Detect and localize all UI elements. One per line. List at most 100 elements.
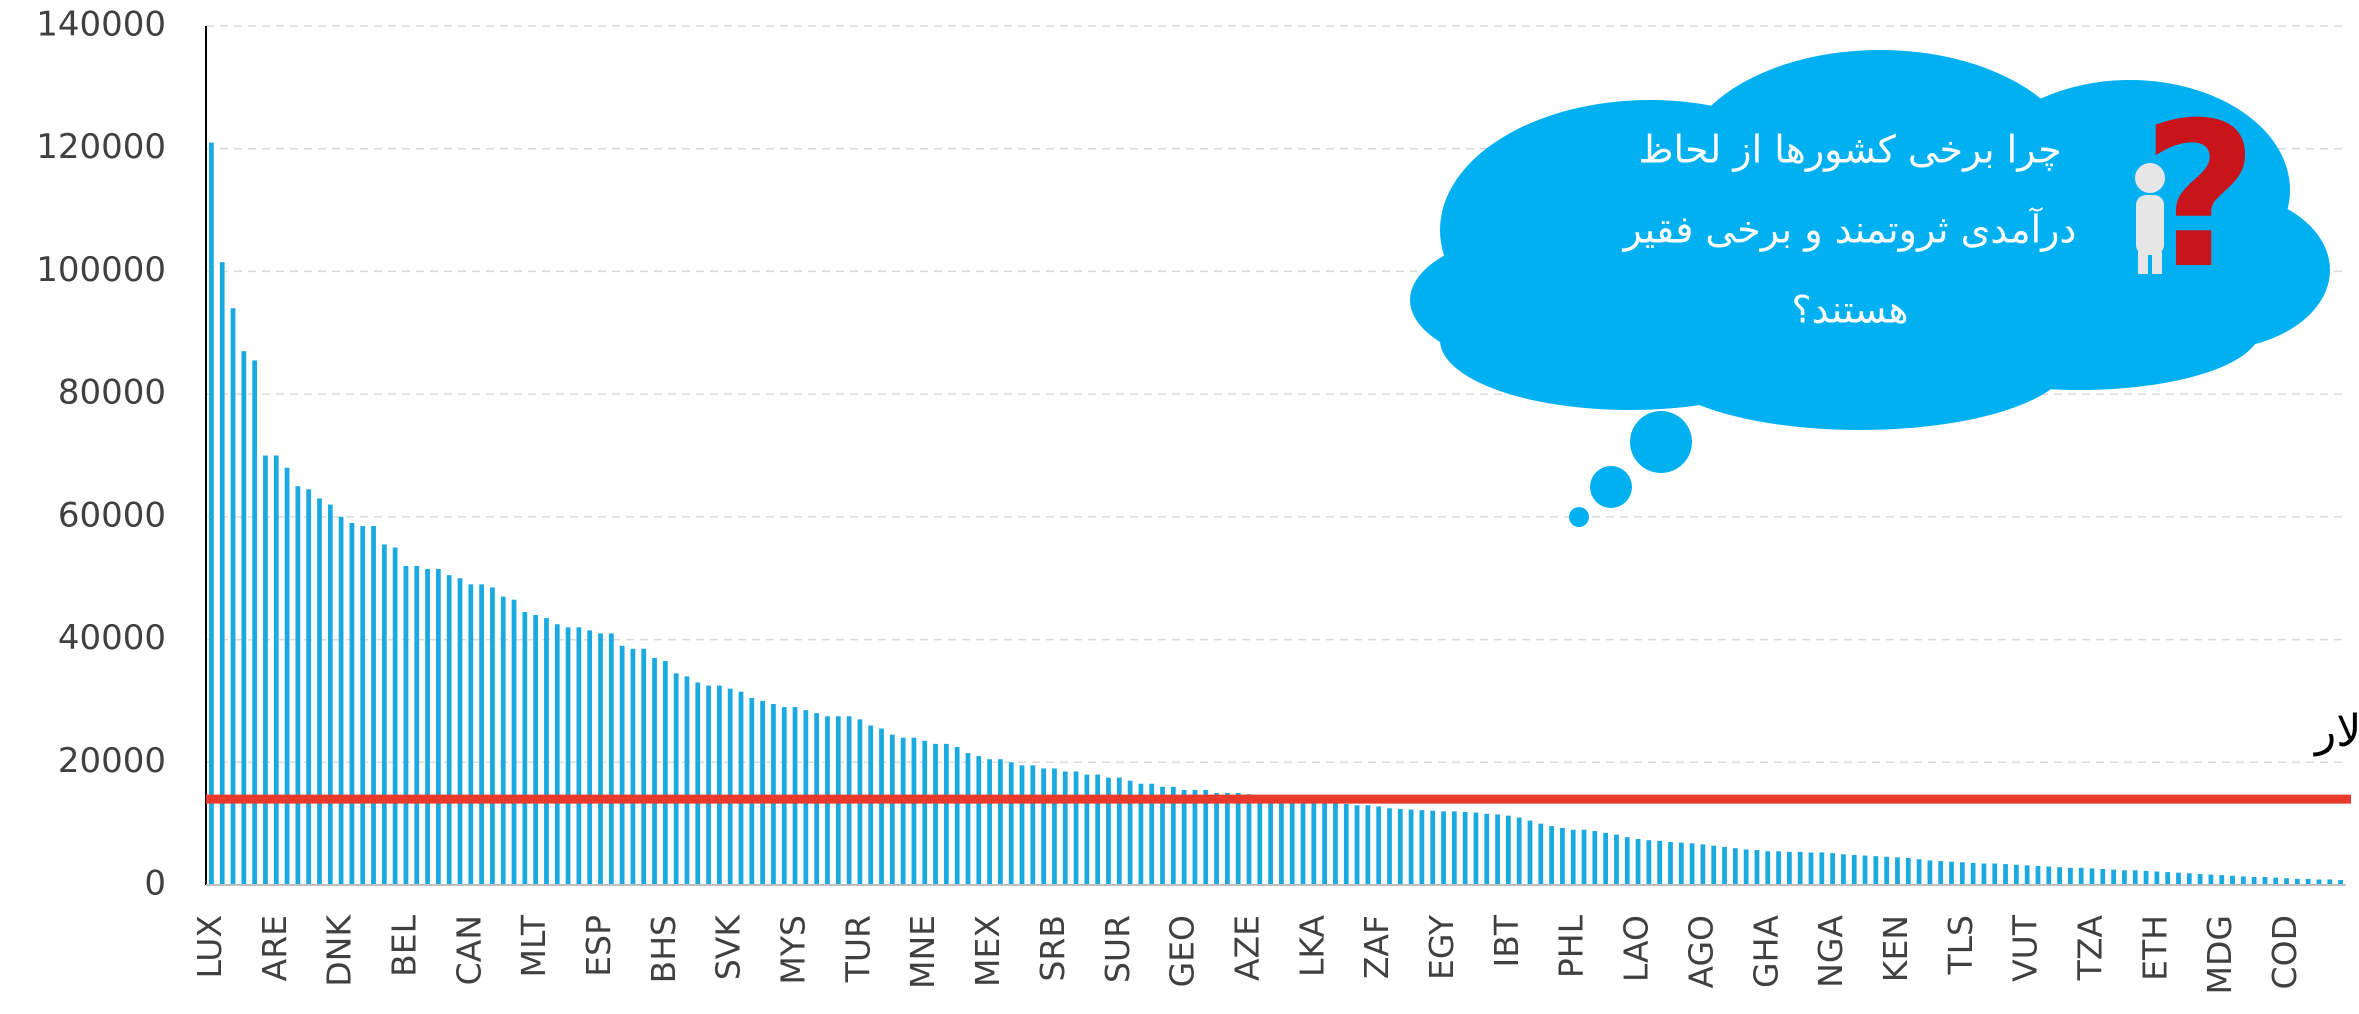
bar: [554, 624, 560, 885]
bar: [392, 547, 398, 885]
bar: [479, 584, 484, 885]
bar: [371, 526, 376, 885]
bar: [1862, 855, 1868, 885]
bar: [533, 615, 539, 885]
bar: [1430, 810, 1436, 885]
bar: [1787, 851, 1792, 885]
bar: [2078, 867, 2084, 885]
bar: [1851, 854, 1857, 885]
bar: [965, 753, 971, 885]
y-tick-label: 40000: [58, 618, 166, 658]
x-tick-label: VUT: [2006, 914, 2045, 982]
bar: [435, 569, 441, 885]
bar: [1678, 842, 1684, 885]
bar: [1106, 777, 1111, 885]
bar: [1354, 805, 1360, 885]
bar: [1581, 829, 1587, 885]
bar: [2262, 877, 2268, 885]
y-tick-label: 120000: [36, 127, 166, 167]
x-tick-label: MNE: [903, 915, 942, 989]
bar: [2327, 879, 2333, 885]
x-tick-label: MEX: [968, 915, 1007, 987]
bar: [2122, 870, 2127, 885]
bar: [1019, 765, 1025, 885]
x-tick-label: IBT: [1487, 914, 1526, 967]
bar: [1073, 771, 1079, 885]
x-tick-label: COD: [2265, 915, 2304, 989]
y-tick-label: 100000: [36, 250, 166, 290]
bar: [403, 565, 409, 885]
bar: [263, 455, 268, 885]
question-text: چرا برخی کشورها از لحاظ: [1638, 128, 2061, 173]
bar: [1916, 859, 1922, 885]
bar: [1560, 827, 1565, 885]
x-tick-label: SVK: [709, 914, 748, 981]
x-tick-label: EGY: [1422, 914, 1461, 980]
bar: [1830, 853, 1835, 885]
x-tick-label: KEN: [1876, 915, 1915, 982]
x-tick-label: NGA: [1811, 915, 1850, 988]
bar: [2132, 870, 2138, 885]
bar: [1160, 786, 1165, 885]
bar: [1743, 849, 1749, 885]
bar: [500, 596, 506, 885]
x-tick-label: GEO: [1163, 915, 1202, 987]
bar: [219, 262, 225, 886]
x-tick-label: DNK: [320, 914, 359, 987]
bar: [1927, 860, 1933, 885]
y-tick-label: 140000: [36, 5, 166, 45]
bar: [933, 743, 938, 885]
bar: [2240, 876, 2246, 885]
x-tick-label: ESP: [579, 915, 618, 977]
bar: [652, 657, 657, 885]
bar: [1624, 837, 1630, 885]
bar: [2165, 872, 2171, 885]
bar: [241, 351, 247, 885]
bar: [349, 522, 355, 885]
bar: [2208, 874, 2214, 885]
bar: [1819, 852, 1825, 885]
x-tick-label: AGO: [1681, 915, 1720, 989]
plot: 0 20000 40000 60000 80000 100000 120000 140000 L…: [36, 5, 2359, 995]
bar: [2197, 873, 2203, 885]
bar: [771, 703, 776, 885]
bar: [2068, 867, 2073, 885]
bar: [1279, 799, 1284, 885]
bar: [889, 734, 895, 885]
bar: [1538, 823, 1544, 885]
bar: [1419, 810, 1425, 885]
bar: [1170, 786, 1176, 885]
bar: [2294, 878, 2300, 885]
bar: [457, 578, 463, 885]
bar: [1527, 820, 1533, 885]
bar: [446, 575, 452, 885]
bar: [749, 697, 755, 885]
bar: [1873, 856, 1879, 885]
bar: [1570, 829, 1576, 885]
bar: [273, 455, 279, 885]
x-tick-label: MLT: [514, 914, 553, 977]
bar: [1754, 850, 1760, 885]
bar: [1992, 863, 1998, 885]
bar: [252, 360, 258, 885]
bar: [414, 565, 420, 885]
x-tick-label: TUR: [838, 915, 877, 983]
bar: [1203, 789, 1209, 885]
bar: [1246, 794, 1252, 885]
bar: [2100, 869, 2106, 885]
bar: [544, 618, 549, 885]
bar: [565, 627, 571, 885]
bar: [2305, 878, 2311, 885]
bar: [284, 467, 290, 885]
bar: [900, 737, 906, 885]
bar: [381, 544, 387, 885]
bar: [1841, 854, 1846, 885]
bar: [1451, 811, 1457, 885]
bar: [1592, 831, 1598, 885]
bar: [1062, 771, 1068, 885]
bar: [1333, 803, 1338, 885]
bar: [1149, 783, 1155, 885]
x-tick-label: CAN: [449, 915, 488, 985]
bar: [1614, 834, 1619, 885]
bar: [1722, 846, 1727, 885]
